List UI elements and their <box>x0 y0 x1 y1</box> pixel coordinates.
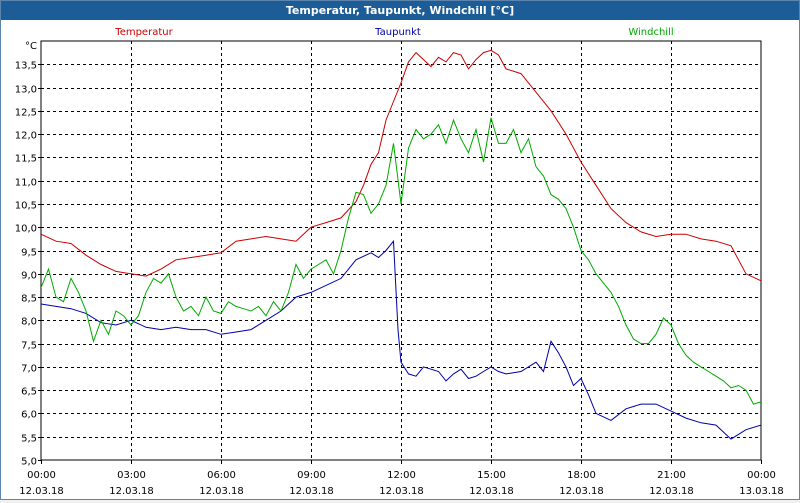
y-tick-label: 8,5 <box>21 294 37 305</box>
y-tick-label: 12,5 <box>15 108 37 119</box>
y-tick-label: 13,0 <box>15 85 37 96</box>
y-tick-label: 6,0 <box>21 410 37 421</box>
y-tick-label: 9,0 <box>21 271 37 282</box>
y-tick-label: 11,0 <box>15 178 37 189</box>
y-tick-label: 6,5 <box>21 387 37 398</box>
y-tick-label: 11,5 <box>15 154 37 165</box>
x-tick-time: 06:00 <box>207 470 236 481</box>
y-tick-label: 10,0 <box>15 224 37 235</box>
y-tick-label: 5,0 <box>21 457 37 468</box>
y-tick-label: 5,5 <box>21 434 37 445</box>
x-tick-time: 03:00 <box>117 470 146 481</box>
y-tick-label: 13,5 <box>15 61 37 72</box>
y-tick-label: 9,5 <box>21 248 37 259</box>
y-tick-label: 12,0 <box>15 131 37 142</box>
line-chart: 5,0 5,5 6,0 6,5 7,0 7,5 8,0 8,5 9,0 9,5 10,0 10,5 11… <box>15 27 784 497</box>
series-line-windchill <box>41 117 761 405</box>
legend-windchill: Windchill <box>628 27 673 38</box>
x-tick-date: 12.03.18 <box>19 486 64 497</box>
y-tick-label: 10,5 <box>15 201 37 212</box>
plot-area: 5,0 5,5 6,0 6,5 7,0 7,5 8,0 8,5 9,0 9,5 10,0 10,5 11… <box>1 20 799 499</box>
x-tick-time: 12:00 <box>387 470 416 481</box>
x-tick-date: 12.03.18 <box>649 486 694 497</box>
x-tick-time: 09:00 <box>297 470 326 481</box>
x-tick-date: 12.03.18 <box>289 486 334 497</box>
x-tick-date: 12.03.18 <box>109 486 154 497</box>
x-tick-time: 21:00 <box>657 470 686 481</box>
x-tick-date: 12.03.18 <box>199 486 244 497</box>
y-tick-label: 8,0 <box>21 317 37 328</box>
series-line-taupunkt <box>41 239 761 440</box>
y-tick-label: 7,0 <box>21 364 37 375</box>
x-tick-time: 00:00 <box>27 470 56 481</box>
window-title: Temperatur, Taupunkt, Windchill [°C] <box>1 1 799 20</box>
y-axis-unit: °C <box>25 41 37 52</box>
x-tick-time: 15:00 <box>477 470 506 481</box>
legend-taupunkt: Taupunkt <box>374 27 421 38</box>
x-tick-date: 12.03.18 <box>559 486 604 497</box>
x-tick-date: 13.03.18 <box>739 486 784 497</box>
series-line-temperatur <box>41 49 761 282</box>
legend-temperatur: Temperatur <box>114 27 173 38</box>
x-tick-date: 12.03.18 <box>469 486 514 497</box>
y-tick-label: 7,5 <box>21 341 37 352</box>
x-tick-time: 18:00 <box>567 470 596 481</box>
x-tick-date: 12.03.18 <box>379 486 424 497</box>
x-tick-time: 00:00 <box>747 470 776 481</box>
